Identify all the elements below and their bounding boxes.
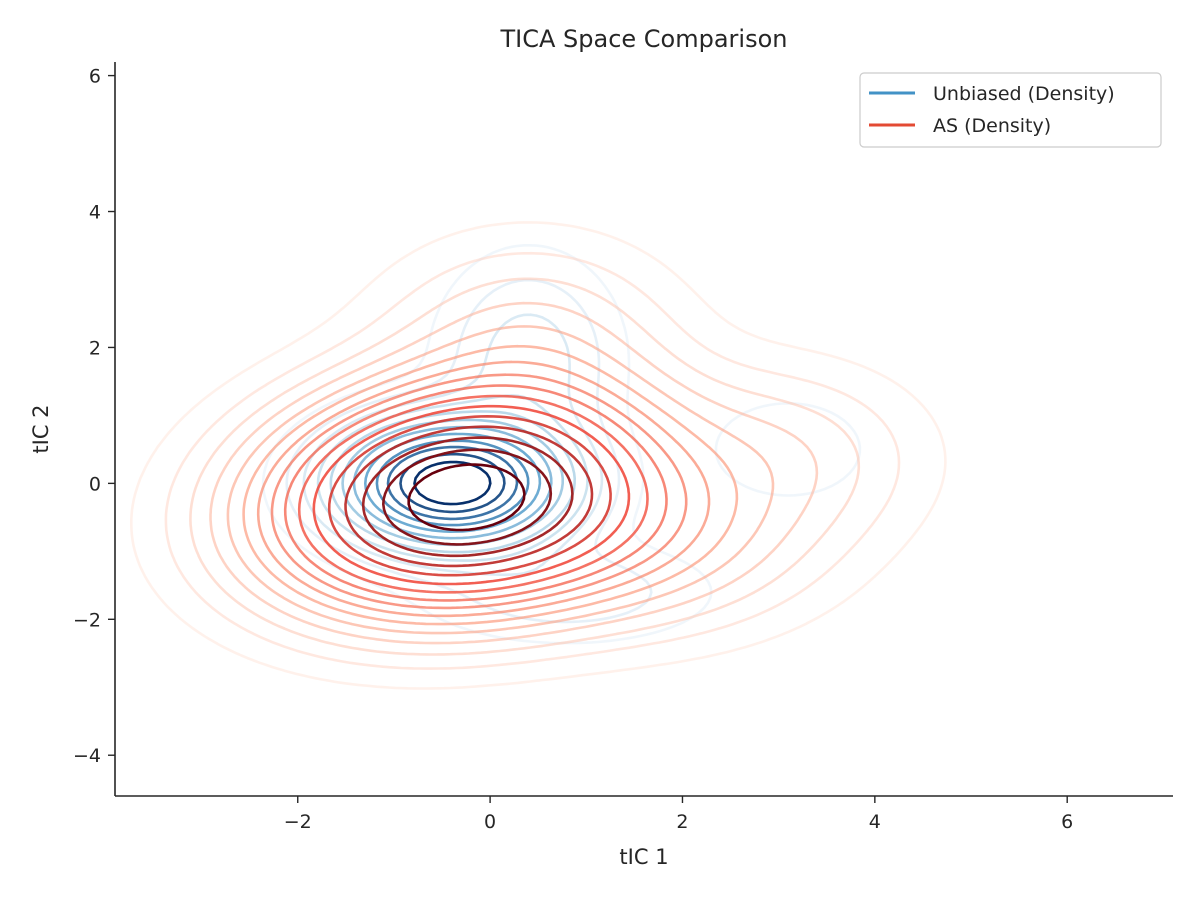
x-axis-label: tIC 1	[619, 845, 668, 869]
y-tick-label: 6	[89, 66, 101, 88]
y-tick-label: 4	[89, 202, 101, 224]
x-tick-label: −2	[284, 811, 312, 833]
x-tick-label: 4	[869, 811, 881, 833]
contour-line	[327, 415, 612, 577]
x-axis-ticks: −2 0 2 4 6	[284, 796, 1073, 833]
contour-line	[386, 445, 519, 521]
contour-line	[209, 301, 819, 645]
contour-series-as	[130, 221, 947, 690]
contour-line	[352, 425, 553, 540]
y-tick-label: 0	[89, 473, 101, 495]
x-tick-label: 0	[484, 811, 496, 833]
contour-line	[270, 373, 688, 610]
y-tick-label: −4	[73, 745, 101, 767]
contour-line	[312, 404, 631, 586]
contour-line	[407, 463, 526, 532]
contour-line	[344, 425, 594, 568]
contour-line	[382, 448, 553, 546]
contour-line	[164, 251, 901, 670]
legend-box	[859, 72, 1162, 148]
y-tick-label: −2	[73, 609, 101, 631]
y-axis-label: tIC 2	[29, 404, 53, 453]
legend: Unbiased (Density) AS (Density)	[859, 72, 1162, 148]
contour-line	[226, 325, 775, 635]
chart-title: TICA Space Comparison	[499, 25, 787, 53]
x-tick-label: 6	[1061, 811, 1073, 833]
contour-line	[256, 360, 711, 618]
y-tick-label: 2	[89, 337, 101, 359]
y-axis-ticks: −4 −2 0 2 4 6	[73, 66, 115, 767]
contour-line	[316, 394, 589, 562]
contour-line	[361, 436, 574, 558]
contour-line	[297, 394, 649, 594]
contour-layer	[130, 221, 947, 690]
contour-line	[283, 384, 668, 602]
legend-label-as: AS (Density)	[933, 115, 1051, 137]
x-tick-label: 2	[676, 811, 688, 833]
contour-line	[130, 221, 947, 690]
contour-line	[242, 344, 739, 626]
contour-line	[189, 277, 861, 656]
legend-label-unbiased: Unbiased (Density)	[933, 83, 1115, 105]
